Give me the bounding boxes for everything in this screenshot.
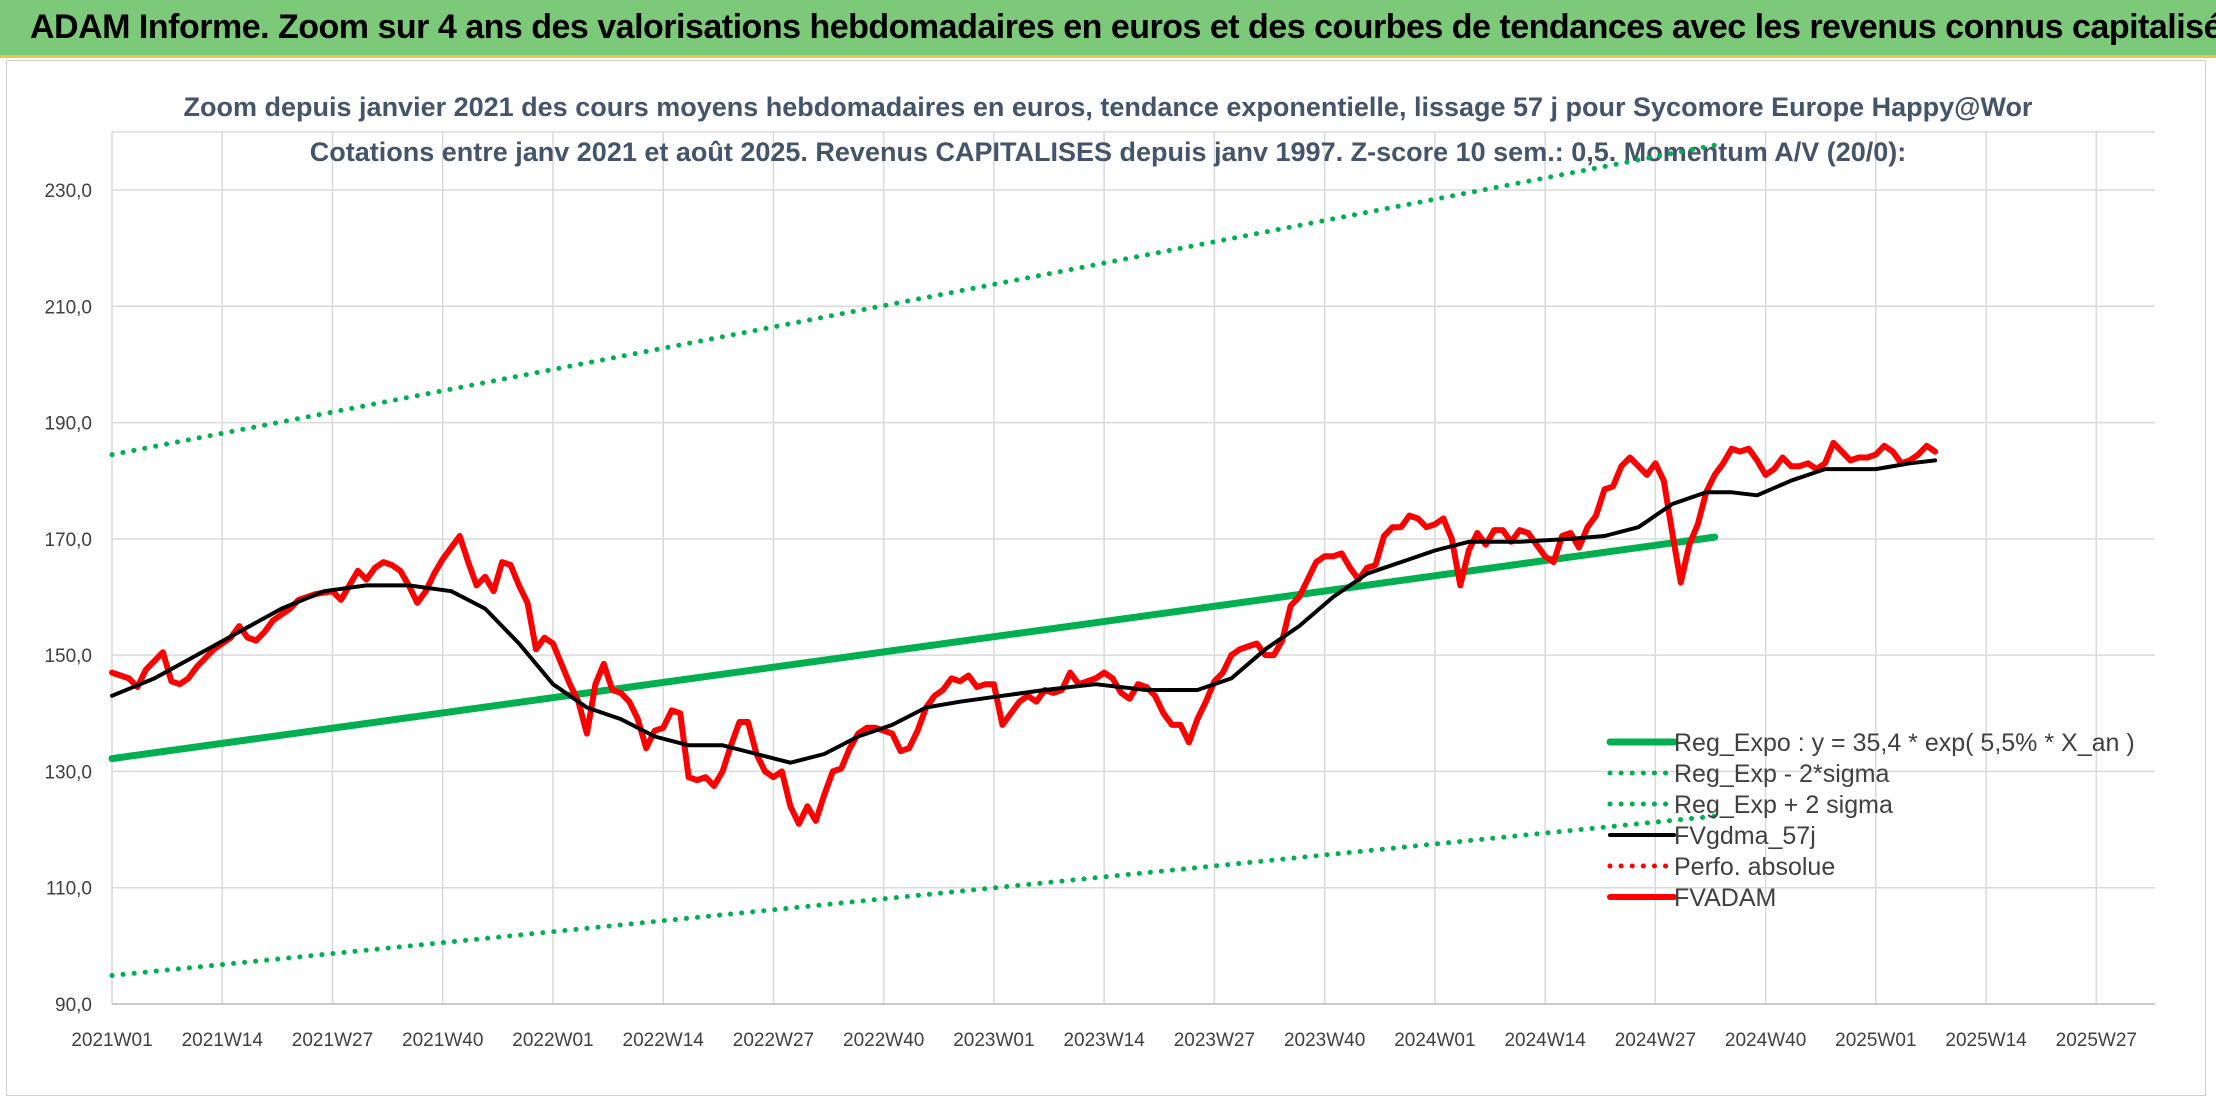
- x-tick-label: 2024W14: [1504, 1030, 1586, 1051]
- y-axis-tick-labels: 90,0 110,0 130,0 150,0 170,0 190,0 210,0 230,0: [44, 181, 92, 1016]
- x-tick-label: 2023W40: [1284, 1030, 1365, 1051]
- legend-label: FVgdma_57j: [1674, 822, 1816, 850]
- legend-label: FVADAM: [1674, 884, 1776, 912]
- y-tick-label: 190,0: [44, 414, 92, 435]
- x-tick-label: 2021W01: [71, 1030, 152, 1051]
- report-title: ADAM Informe. Zoom sur 4 ans des valoris…: [30, 8, 2216, 46]
- y-tick-label: 110,0: [46, 879, 92, 900]
- x-tick-label: 2025W01: [1835, 1030, 1916, 1051]
- report-banner: ADAM Informe. Zoom sur 4 ans des valoris…: [0, 0, 2216, 58]
- x-tick-label: 2021W40: [402, 1030, 483, 1051]
- legend-label: Reg_Expo : y = 35,4 * exp( 5,5% * X_an ): [1674, 729, 2135, 757]
- x-tick-label: 2025W27: [2056, 1030, 2137, 1051]
- x-tick-label: 2024W27: [1615, 1030, 1696, 1051]
- chart-frame: [6, 60, 2206, 1096]
- x-tick-label: 2022W14: [623, 1030, 705, 1051]
- x-tick-label: 2022W40: [843, 1030, 924, 1051]
- x-tick-label: 2023W14: [1063, 1030, 1145, 1051]
- x-tick-label: 2022W01: [512, 1030, 593, 1051]
- series-line-reg-exp-2-sigma: [109, 813, 1718, 978]
- legend-label: Reg_Exp + 2 sigma: [1674, 791, 1893, 819]
- x-tick-label: 2023W01: [953, 1030, 1034, 1051]
- y-tick-label: 130,0: [44, 762, 92, 783]
- y-tick-label: 150,0: [44, 646, 92, 667]
- y-tick-label: 210,0: [44, 297, 92, 318]
- x-tick-label: 2021W27: [292, 1030, 373, 1051]
- legend-label: Perfo. absolue: [1674, 853, 1835, 881]
- series-lines: [108, 142, 1939, 978]
- chart-title-line-2: Cotations entre janv 2021 et août 2025. …: [310, 137, 1907, 167]
- x-tick-label: 2023W27: [1174, 1030, 1255, 1051]
- series-line-fvgdma-57j: [110, 458, 1938, 765]
- y-tick-label: 230,0: [44, 181, 92, 202]
- x-tick-label: 2024W01: [1394, 1030, 1475, 1051]
- x-tick-label: 2021W14: [182, 1030, 264, 1051]
- x-axis-tick-labels: 2021W01 2021W14 2021W27 2021W40 2022W01 2022W…: [71, 1030, 2137, 1051]
- legend: Reg_Expo : y = 35,4 * exp( 5,5% * X_an )…: [1606, 729, 2135, 912]
- gridlines: [111, 131, 2155, 1005]
- x-tick-label: 2024W40: [1725, 1030, 1806, 1051]
- y-tick-label: 90,0: [55, 995, 92, 1016]
- y-tick-label: 170,0: [44, 530, 92, 551]
- legend-label: Reg_Exp - 2*sigma: [1674, 760, 1889, 788]
- chart-title-line-1: Zoom depuis janvier 2021 des cours moyen…: [184, 92, 2033, 122]
- series-line-reg-expo-y-35-4-exp-5-5-x-an: [108, 533, 1719, 763]
- series-line-reg-exp-2-sigma: [109, 142, 1718, 458]
- x-tick-label: 2022W27: [733, 1030, 814, 1051]
- x-tick-label: 2025W14: [1945, 1030, 2027, 1051]
